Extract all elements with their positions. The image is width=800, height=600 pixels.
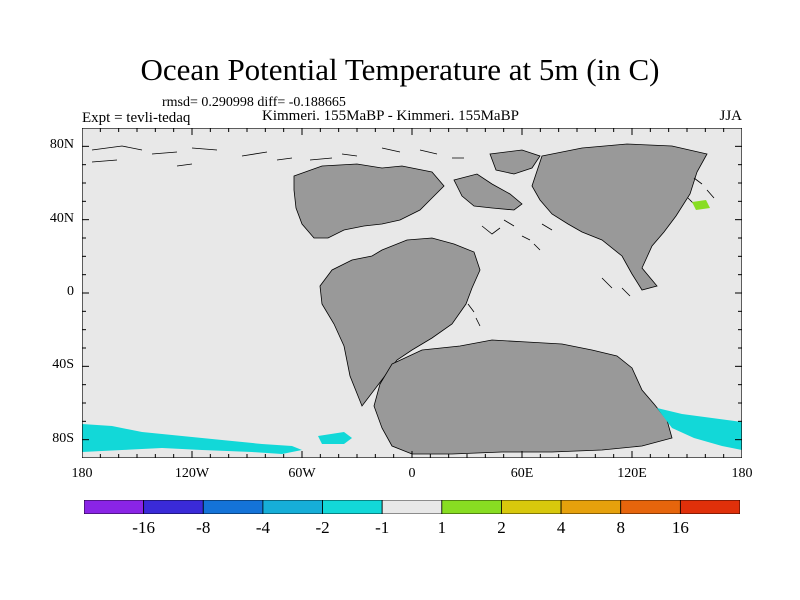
colorbar-swatch <box>322 500 383 514</box>
anomaly-south-atlantic <box>318 432 352 444</box>
colorbar-label: 8 <box>616 518 625 537</box>
map-ticks <box>82 128 742 458</box>
x-tick-label: 120E <box>617 466 647 481</box>
land-greenland <box>489 149 541 175</box>
land-asia <box>531 143 708 291</box>
runs-label: Kimmeri. 155MaBP - Kimmeri. 155MaBP <box>262 108 519 124</box>
anomaly-south-indian <box>657 408 742 450</box>
colorbar-label: 2 <box>497 518 506 537</box>
land-laurasia-west <box>293 163 445 239</box>
map-title: Ocean Potential Temperature at 5m (in C) <box>140 52 660 87</box>
colorbar-swatch <box>202 500 264 514</box>
y-tick-label: 0 <box>67 284 74 299</box>
colorbar-swatch <box>143 500 204 514</box>
colorbar-swatch <box>381 500 443 514</box>
colorbar-swatch <box>84 500 145 514</box>
x-tick-label: 60E <box>510 466 534 481</box>
y-tick-label: 40N <box>49 210 74 226</box>
x-tick-label: 0 <box>408 466 416 481</box>
x-tick-label: 180 <box>71 466 93 481</box>
colorbar-swatch <box>620 500 681 514</box>
anomaly-northwest-pacific <box>692 200 710 210</box>
colorbar-label: -1 <box>375 518 390 537</box>
colorbar-label: -8 <box>196 518 211 537</box>
anomaly-south-pacific <box>82 424 302 454</box>
experiment-label: Expt = tevli-tedaq <box>82 110 191 126</box>
stats-line: rmsd= 0.290998 diff= -0.188665 <box>162 95 346 110</box>
colorbar-label: 16 <box>671 518 689 537</box>
colorbar-label: 4 <box>556 518 566 537</box>
x-tick-label: 60W <box>288 466 316 481</box>
colorbar-swatch <box>679 500 740 514</box>
x-tick-label: 180 <box>731 466 753 481</box>
colorbar-swatch <box>441 500 502 514</box>
y-tick-label: 40S <box>52 357 74 373</box>
y-tick-label: 80S <box>52 430 74 446</box>
land-europe <box>453 173 523 211</box>
land-africa-southamerica <box>319 237 481 407</box>
map-panel <box>82 128 742 458</box>
x-tick-label: 120W <box>174 466 210 481</box>
season-label: JJA <box>719 108 742 124</box>
colorbar-label: -16 <box>132 518 155 537</box>
colorbar-swatch <box>560 500 622 514</box>
colorbar-label: -2 <box>315 518 330 537</box>
colorbar <box>84 500 740 514</box>
y-tick-label: 80N <box>49 137 74 153</box>
colorbar-label: 1 <box>437 518 447 537</box>
colorbar-swatch <box>501 500 562 514</box>
colorbar-swatch <box>262 500 323 514</box>
island-fragments <box>91 145 715 327</box>
land-antarctica-australia <box>373 339 673 455</box>
colorbar-label: -4 <box>255 518 270 537</box>
